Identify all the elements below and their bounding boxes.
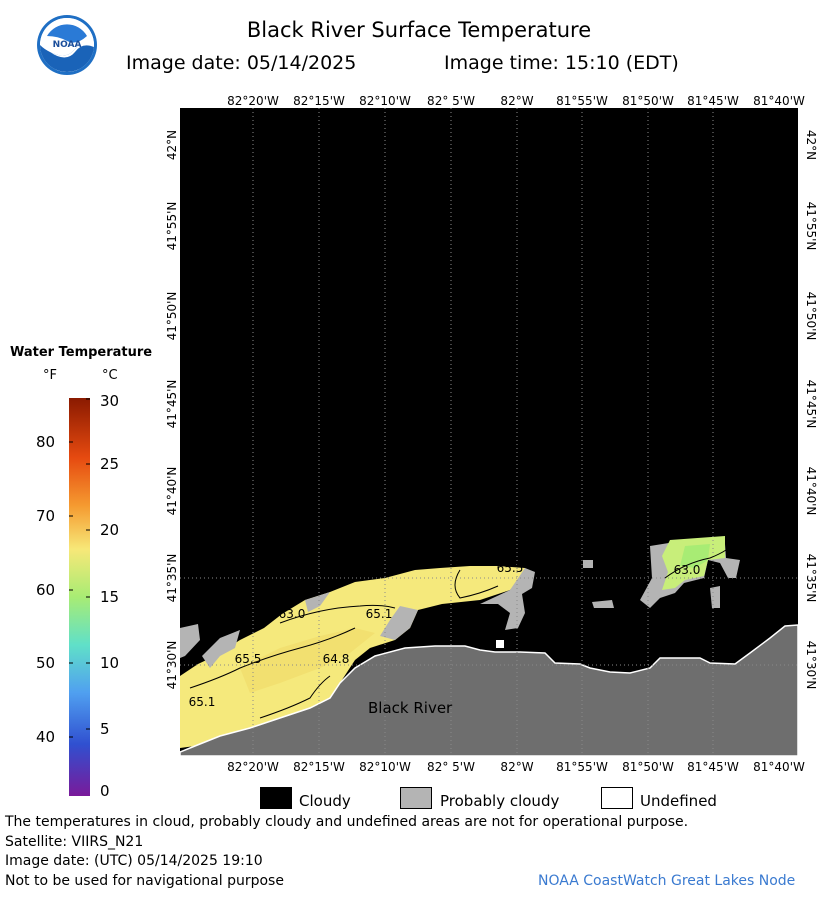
utc-date-text: Image date: (UTC) 05/14/2025 19:10 [5,853,263,869]
temperature-colorbar [69,398,90,796]
water-area-warm [180,566,525,748]
legend-f-tick: 50 [36,654,56,672]
legend-f-tick: 60 [36,581,56,599]
land-area [180,624,798,756]
legend-unit-f: °F [43,368,57,383]
lon-label-bottom: 81°40'W [753,760,805,774]
legend-c-tick: 15 [100,588,120,606]
lat-label-right: 41°45'N [804,379,818,429]
lat-label-right: 42°N [804,129,818,161]
lon-label-top: 82°10'W [359,94,411,108]
contour-label: 63.0 [279,607,306,621]
legend-c-tick: 20 [100,521,120,539]
lon-label-bottom: 82°15'W [293,760,345,774]
lat-label-left: 42°N [165,129,179,161]
disclaimer-text: The temperatures in cloud, probably clou… [5,814,689,830]
legend-cloudy-label: Cloudy [299,792,351,810]
legend-cloudy-swatch [260,787,292,809]
lon-label-top: 82° 5'W [427,94,475,108]
contour-label: 64.8 [323,652,350,666]
lon-label-top: 82°15'W [293,94,345,108]
lon-label-bottom: 82°W [500,760,534,774]
legend-c-tick: 5 [100,720,110,738]
probably-cloudy-area [305,592,330,612]
credit-link[interactable]: NOAA CoastWatch Great Lakes Node [538,873,796,889]
probably-cloudy-area [583,560,593,568]
lat-label-right: 41°35'N [804,553,818,603]
lat-label-left: 41°35'N [165,553,179,603]
place-label: Black River [368,699,453,717]
probably-cloudy-area [202,630,240,668]
lon-label-bottom: 81°50'W [622,760,674,774]
legend-unit-c: °C [102,368,118,383]
legend-c-tick: 0 [100,782,110,800]
contour-label: 65.1 [189,695,216,709]
water-area-warm-core [240,628,375,693]
legend-f-tick: 70 [36,507,56,525]
map-title: Black River Surface Temperature [246,18,592,42]
lon-label-top: 81°40'W [753,94,805,108]
lon-label-bottom: 81°55'W [556,760,608,774]
legend-f-tick: 40 [36,728,56,746]
undefined-area [496,640,504,648]
legend-undefined-label: Undefined [640,792,717,810]
svg-text:NOAA: NOAA [53,40,82,50]
lon-label-top: 81°45'W [687,94,739,108]
contour-lines [189,549,727,719]
contour-label: 65.5 [497,561,524,575]
legend-c-tick: 25 [100,455,120,473]
legend-undefined-swatch [601,787,633,809]
probably-cloudy-area [480,568,535,630]
lat-label-right: 41°40'N [804,466,818,516]
lat-label-left: 41°40'N [165,466,179,516]
water-area-cool [680,544,710,568]
lon-label-top: 82°20'W [227,94,279,108]
lon-label-top: 81°55'W [556,94,608,108]
image-time: Image time: 15:10 (EDT) [444,52,679,74]
satellite-text: Satellite: VIIRS_N21 [5,834,144,850]
graticule [180,108,798,756]
contour-label: 65.1 [366,607,393,621]
legend-probably-cloudy-label: Probably cloudy [440,792,560,810]
legend-title: Water Temperature [10,345,153,360]
lat-label-left: 41°50'N [165,291,179,341]
contour-label: 63.0 [674,563,701,577]
legend-f-tick: 80 [36,433,56,451]
lat-label-right: 41°30'N [804,640,818,690]
probably-cloudy-area [592,600,614,608]
lon-label-bottom: 82° 5'W [427,760,475,774]
contour-label: 65.5 [235,652,262,666]
lon-label-top: 81°50'W [622,94,674,108]
lat-label-left: 41°30'N [165,640,179,690]
temperature-map[interactable]: 65.5 65.1 63.0 63.0 65.5 64.8 65.1 Black… [180,108,798,756]
probably-cloudy-area [180,624,200,658]
nav-warning-text: Not to be used for navigational purpose [5,873,284,889]
noaa-logo: NOAA [37,15,97,75]
legend-c-tick: 10 [100,654,120,672]
probably-cloudy-area [710,586,720,608]
lon-label-bottom: 82°10'W [359,760,411,774]
probably-cloudy-area [380,606,418,640]
image-date: Image date: 05/14/2025 [126,52,357,74]
legend-probably-cloudy-swatch [400,787,432,809]
lon-label-top: 82°W [500,94,534,108]
legend-c-tick: 30 [100,392,120,410]
lat-label-right: 41°55'N [804,201,818,251]
lon-label-bottom: 81°45'W [687,760,739,774]
lat-label-left: 41°45'N [165,379,179,429]
lat-label-left: 41°55'N [165,201,179,251]
lon-label-bottom: 82°20'W [227,760,279,774]
lat-label-right: 41°50'N [804,291,818,341]
